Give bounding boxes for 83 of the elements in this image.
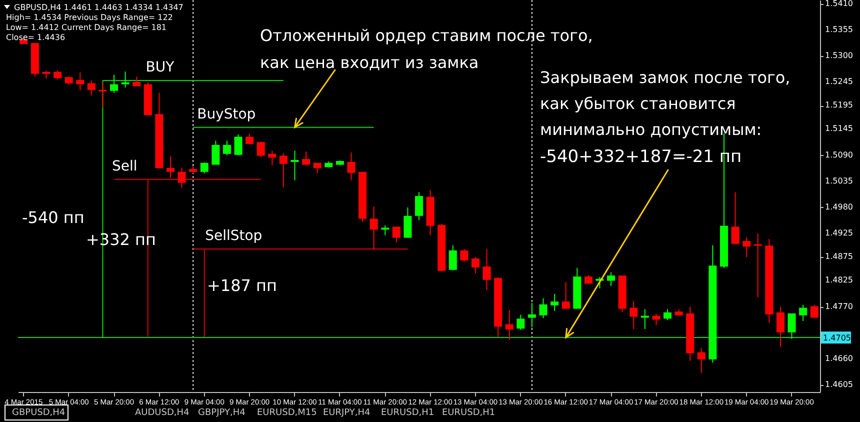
text: EURUSD,H1 bbox=[442, 408, 496, 418]
candlestick bbox=[212, 140, 220, 165]
y-tick-label: 1.4925 bbox=[825, 228, 853, 238]
y-tick-label: 1.5090 bbox=[825, 150, 853, 160]
candlestick bbox=[313, 162, 322, 174]
y-tick-label: 1.4980 bbox=[825, 202, 853, 212]
candlestick bbox=[448, 244, 457, 271]
candlestick bbox=[810, 304, 818, 318]
y-tick-label: 1.5300 bbox=[825, 50, 853, 60]
candlestick bbox=[381, 224, 390, 236]
annotation: Отложенный ордер ставим после того, bbox=[260, 26, 593, 45]
candlestick bbox=[788, 313, 796, 340]
text: GBPUSD,H4 bbox=[12, 408, 66, 418]
candlestick bbox=[200, 162, 208, 174]
candlestick bbox=[776, 306, 784, 348]
candlestick bbox=[178, 167, 186, 188]
annotation: Close= 1.4436 bbox=[6, 33, 66, 42]
candlestick bbox=[370, 206, 378, 250]
series-label: BuyStop bbox=[197, 106, 256, 122]
candlestick bbox=[562, 282, 570, 309]
candlestick bbox=[528, 302, 536, 328]
candlestick bbox=[652, 313, 660, 326]
text: AUDUSD,H4 bbox=[135, 408, 190, 418]
series-label: Sell bbox=[112, 158, 138, 174]
text: EURUSD,H1 bbox=[381, 408, 434, 418]
annotation: Low= 1.4412 Current Days Range= 181 bbox=[6, 23, 167, 32]
candlestick bbox=[505, 310, 514, 340]
y-tick-label: 1.5145 bbox=[825, 124, 853, 134]
candlestick bbox=[664, 308, 672, 321]
ref-line-label: 1.4705 bbox=[823, 334, 851, 343]
annotation: Закрываем замок после того, bbox=[540, 68, 790, 87]
y-tick-label: 1.4605 bbox=[825, 380, 853, 389]
candlestick bbox=[799, 304, 808, 322]
candlestick bbox=[110, 74, 118, 94]
annotation: как цена входит из замка bbox=[260, 53, 479, 72]
annotation: как убыток становится bbox=[540, 94, 736, 113]
candlestick bbox=[290, 150, 299, 181]
annotation: High= 1.4534 Previous Days Range= 122 bbox=[6, 13, 173, 22]
candlestick bbox=[98, 82, 107, 108]
series-label: SellStop bbox=[205, 228, 262, 244]
y-tick-label: 1.5035 bbox=[825, 176, 853, 186]
y-tick-label: 1.4825 bbox=[825, 276, 853, 285]
y-tick-label: 1.4660 bbox=[825, 354, 853, 363]
candlestick bbox=[539, 298, 548, 319]
series-label: BUY bbox=[146, 59, 175, 76]
candlestick bbox=[607, 272, 616, 286]
y-tick-label: 1.5355 bbox=[825, 24, 853, 34]
text: EURUSD,M15 bbox=[257, 408, 317, 418]
candlestick bbox=[630, 300, 638, 330]
candlestick bbox=[302, 151, 310, 166]
candlestick bbox=[731, 192, 740, 244]
y-tick-label: 1.4770 bbox=[825, 302, 853, 311]
candlestick bbox=[222, 140, 231, 156]
candlestick bbox=[121, 70, 130, 88]
chart-title: GBPUSD,H4 1.4461 1.4463 1.4334 1.4347 bbox=[14, 3, 184, 12]
y-tick-label: 1.5195 bbox=[825, 100, 853, 110]
y-tick-label: 1.5245 bbox=[825, 76, 853, 86]
annotation: -540 пп bbox=[22, 208, 84, 227]
candlestick bbox=[166, 156, 174, 178]
candlestick bbox=[404, 206, 412, 238]
y-tick-label: 1.4875 bbox=[825, 252, 853, 262]
text: EURJPY,H4 bbox=[323, 408, 371, 418]
candlestick bbox=[392, 226, 400, 243]
candlestick bbox=[347, 152, 356, 181]
candlestick bbox=[471, 256, 480, 274]
candlestick bbox=[516, 314, 525, 330]
candlestick bbox=[415, 192, 423, 221]
annotation: +187 пп bbox=[207, 276, 277, 295]
candlestick bbox=[482, 248, 491, 291]
candlestick bbox=[460, 248, 468, 262]
annotation: минимально допустимым: bbox=[540, 120, 762, 139]
y-tick-label: 1.5410 bbox=[825, 0, 853, 8]
candlestick bbox=[246, 133, 254, 144]
candlestick bbox=[268, 150, 276, 166]
candlestick bbox=[697, 347, 706, 374]
candlestick bbox=[76, 72, 84, 91]
candlestick bbox=[550, 294, 559, 312]
candlestick bbox=[87, 80, 96, 96]
candlestick bbox=[256, 142, 265, 158]
candlestick bbox=[742, 236, 751, 258]
candlestick bbox=[234, 134, 242, 156]
text: GBPJPY,H4 bbox=[198, 408, 246, 418]
candlestick bbox=[279, 152, 288, 188]
